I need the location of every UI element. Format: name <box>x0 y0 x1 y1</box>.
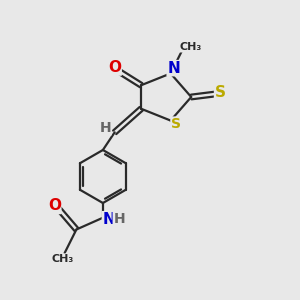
Text: H: H <box>99 121 111 135</box>
Text: O: O <box>48 198 61 213</box>
Text: O: O <box>108 60 121 75</box>
Text: N: N <box>167 61 180 76</box>
Text: S: S <box>214 85 226 100</box>
Text: CH₃: CH₃ <box>51 254 74 264</box>
Text: N: N <box>102 212 115 227</box>
Text: CH₃: CH₃ <box>179 42 202 52</box>
Text: S: S <box>171 117 181 131</box>
Text: H: H <box>113 212 125 226</box>
